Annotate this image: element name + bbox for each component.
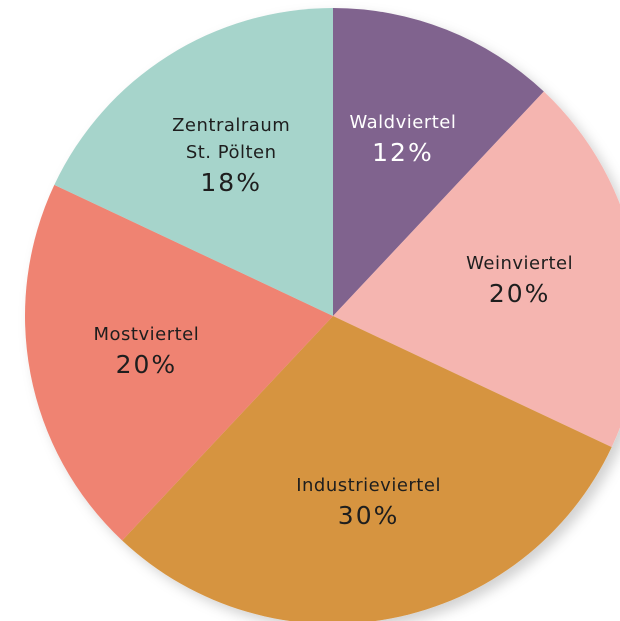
slice-label: Waldviertel 12% [303, 109, 503, 170]
value-label: 18% [200, 167, 262, 197]
value-label: 20% [115, 350, 178, 380]
pie-slice [333, 91, 620, 448]
category-label: Mostviertel [93, 324, 200, 346]
category-label: Waldviertel [349, 111, 457, 133]
value-label: 30% [337, 501, 400, 531]
value-label: 12% [372, 137, 434, 167]
slice-label: Weinviertel 20% [420, 250, 620, 311]
value-label: 20% [488, 278, 551, 308]
pie-slice [333, 8, 544, 316]
category-label: Weinviertel [466, 252, 574, 274]
pie [24, 8, 620, 621]
slice-label: Industrieviertel 30% [269, 472, 469, 533]
category-label: Industrieviertel [296, 475, 441, 497]
slice-label: Zentralraum St. Pölten 18% [131, 112, 331, 200]
pie-slice [122, 316, 612, 621]
pie-slice [54, 8, 334, 316]
pie-slice [24, 184, 333, 541]
slice-label: Mostviertel 20% [46, 321, 246, 382]
category-label: Zentralraum St. Pölten [172, 114, 291, 163]
